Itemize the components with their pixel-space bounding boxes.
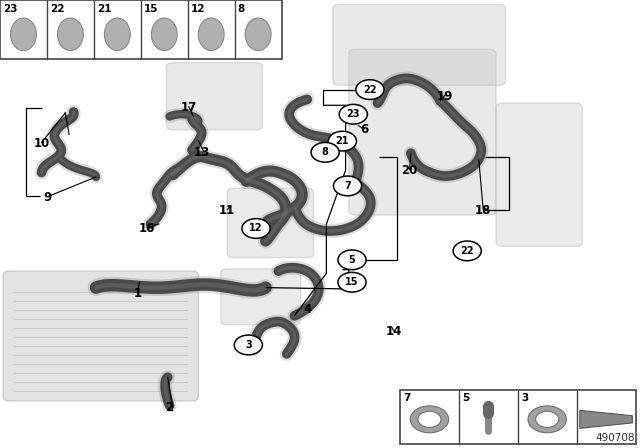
Circle shape (333, 176, 362, 196)
Circle shape (339, 104, 367, 124)
FancyBboxPatch shape (349, 49, 496, 215)
FancyBboxPatch shape (3, 271, 198, 401)
Text: 12: 12 (191, 4, 205, 13)
Text: 6: 6 (361, 123, 369, 137)
Text: 3: 3 (521, 393, 528, 403)
Text: 5: 5 (462, 393, 469, 403)
Circle shape (338, 272, 366, 292)
FancyBboxPatch shape (227, 188, 314, 258)
Bar (0, 0, 282, 59)
FancyBboxPatch shape (221, 269, 301, 325)
Circle shape (234, 335, 262, 355)
Circle shape (356, 80, 384, 99)
Text: 16: 16 (139, 222, 156, 235)
Text: 20: 20 (401, 164, 418, 177)
Circle shape (453, 241, 481, 261)
Text: 1: 1 (134, 287, 141, 300)
Ellipse shape (58, 18, 83, 51)
Text: 2: 2 (166, 401, 173, 414)
Text: 4: 4 (303, 302, 311, 316)
Text: 22: 22 (363, 85, 377, 95)
Text: 14: 14 (385, 325, 402, 338)
Ellipse shape (104, 18, 131, 51)
Circle shape (338, 250, 366, 270)
Ellipse shape (198, 18, 224, 51)
Text: 18: 18 (475, 204, 492, 217)
Text: 12: 12 (249, 224, 263, 233)
Text: 21: 21 (335, 136, 349, 146)
FancyBboxPatch shape (333, 4, 506, 85)
Text: 8: 8 (238, 4, 245, 13)
Text: 7: 7 (403, 393, 411, 403)
Polygon shape (580, 410, 632, 428)
FancyBboxPatch shape (166, 63, 262, 130)
Text: 17: 17 (180, 101, 197, 114)
Bar (400, 390, 636, 444)
Text: 15: 15 (144, 4, 159, 13)
Text: 10: 10 (33, 137, 50, 150)
Text: 13: 13 (193, 146, 210, 159)
Circle shape (328, 131, 356, 151)
Ellipse shape (151, 18, 177, 51)
Text: 22: 22 (460, 246, 474, 256)
Text: 8: 8 (322, 147, 328, 157)
Text: 3: 3 (245, 340, 252, 350)
Text: 22: 22 (50, 4, 65, 13)
Ellipse shape (10, 18, 36, 51)
FancyBboxPatch shape (496, 103, 582, 246)
Text: 15: 15 (345, 277, 359, 287)
Text: 11: 11 (219, 204, 236, 217)
Circle shape (242, 219, 270, 238)
Text: 9: 9 (44, 190, 52, 204)
Text: 5: 5 (349, 255, 355, 265)
Text: 19: 19 (436, 90, 453, 103)
Circle shape (311, 142, 339, 162)
Ellipse shape (245, 18, 271, 51)
Text: 21: 21 (97, 4, 111, 13)
Text: 23: 23 (346, 109, 360, 119)
Text: 23: 23 (3, 4, 18, 13)
Text: 490708: 490708 (595, 433, 635, 443)
Text: 7: 7 (344, 181, 351, 191)
